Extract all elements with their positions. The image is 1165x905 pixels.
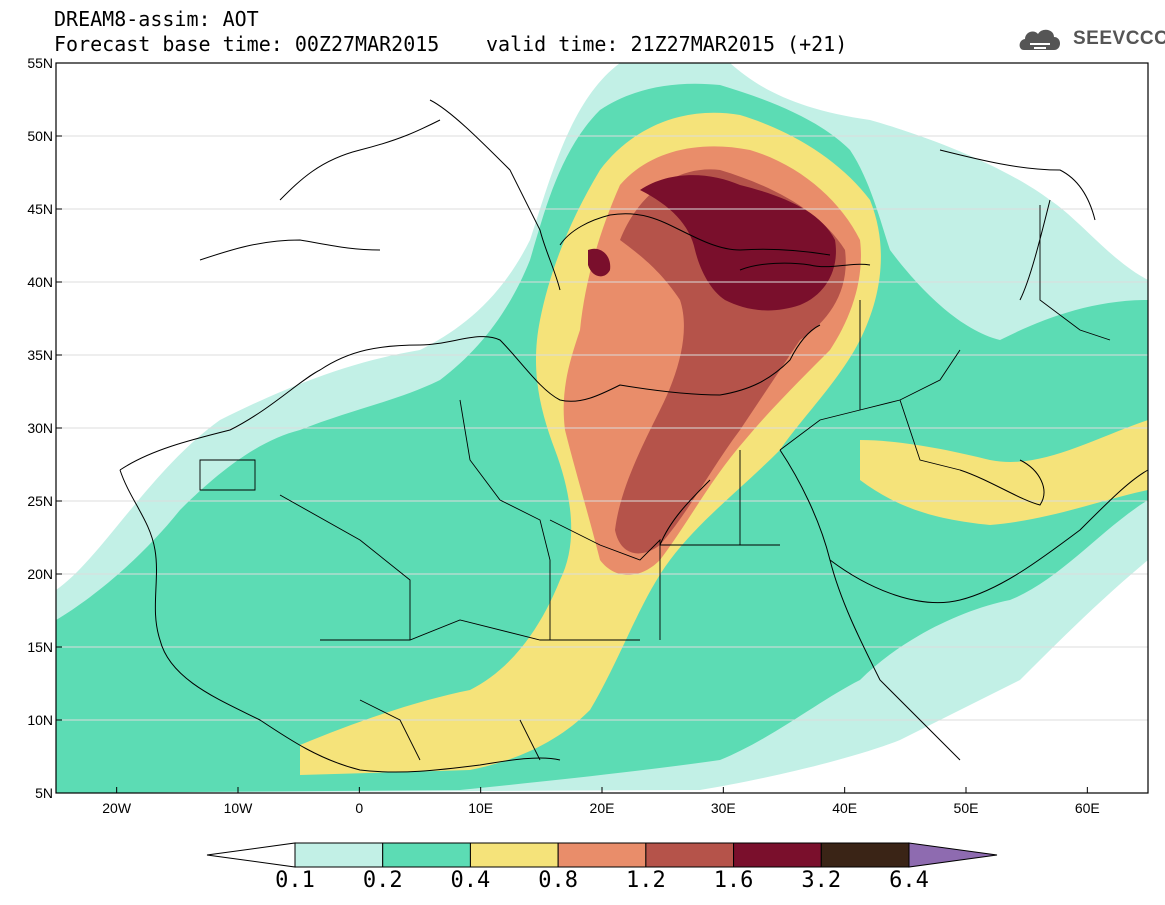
colorbar-label: 1.6 (713, 868, 754, 893)
lon-label: 10W (224, 800, 254, 816)
lon-label: 20W (102, 800, 132, 816)
lat-label: 5N (35, 785, 53, 801)
colorbar-segment (645, 842, 735, 868)
lat-label: 50N (27, 128, 53, 144)
logo-text: SEEVCCC (1073, 28, 1165, 49)
colorbar (206, 842, 998, 868)
lon-label: 0 (355, 800, 363, 816)
lat-label: 45N (27, 201, 53, 217)
lat-label: 40N (27, 274, 53, 290)
colorbar-over-triangle (908, 842, 998, 868)
lon-label: 20E (590, 800, 615, 816)
grid-lines (56, 135, 1148, 721)
colorbar-label: 0.1 (275, 868, 315, 893)
lon-label: 60E (1075, 800, 1100, 816)
latitude-labels: 55N 50N 45N 40N 35N 30N 25N 20N 15N 10N 5N (27, 55, 62, 801)
colorbar-segment (469, 842, 559, 868)
colorbar-segment (557, 842, 647, 868)
lat-label: 15N (27, 639, 53, 655)
aot-band-0-4-east (860, 420, 1148, 525)
colorbar-label: 0.2 (362, 868, 403, 893)
coastlines (119, 99, 1149, 773)
map-title: DREAM8-assim: AOT (54, 7, 259, 31)
colorbar-label: 1.2 (625, 868, 666, 893)
lat-label: 55N (27, 55, 53, 71)
colorbar-label: 6.4 (889, 868, 929, 893)
colorbar-segment (294, 842, 384, 868)
colorbar-label: 0.8 (538, 868, 579, 893)
aot-band-1-6-balkan (588, 248, 611, 277)
lon-label: 40E (832, 800, 857, 816)
cloud-logo-icon (1019, 29, 1060, 50)
valid-time: valid time: 21Z27MAR2015 (+21) (486, 32, 848, 56)
lat-label: 20N (27, 566, 53, 582)
lon-label: 50E (954, 800, 979, 816)
colorbar-under-triangle (206, 842, 296, 868)
lat-label: 35N (27, 347, 53, 363)
colorbar-segment (820, 842, 910, 868)
colorbar-segment (382, 842, 471, 868)
lon-label: 30E (711, 800, 736, 816)
lat-label: 25N (27, 493, 53, 509)
lat-label: 30N (27, 420, 53, 436)
colorbar-label: 0.4 (450, 868, 491, 893)
lat-label: 10N (27, 712, 53, 728)
longitude-labels: 20W 10W 0 10E 20E 30E 40E 50E 60E (102, 787, 1100, 816)
colorbar-label: 3.2 (801, 868, 842, 893)
lon-label: 10E (468, 800, 493, 816)
colorbar-segment (733, 842, 822, 868)
forecast-base-time: Forecast base time: 00Z27MAR2015 (54, 32, 440, 56)
borders (199, 205, 1111, 761)
